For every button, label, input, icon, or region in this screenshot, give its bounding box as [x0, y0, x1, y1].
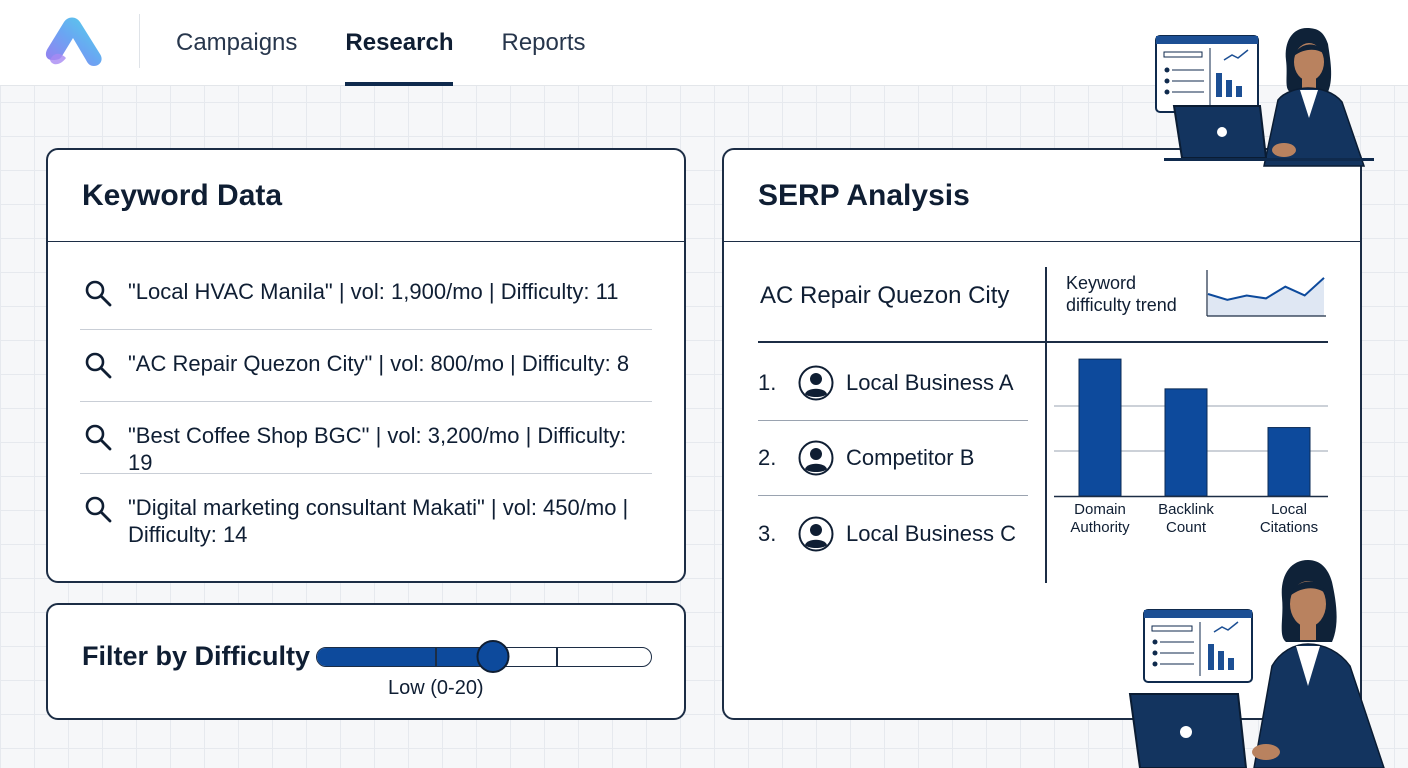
- serp-keyword: AC Repair Quezon City: [760, 282, 1010, 309]
- serp-result[interactable]: 2. Competitor B: [758, 421, 1028, 496]
- serp-vertical-divider: [1045, 267, 1047, 583]
- keyword-data-title: Keyword Data: [48, 150, 684, 242]
- serp-result-name: Local Business C: [846, 520, 1016, 546]
- serp-rank: 3.: [758, 520, 777, 546]
- bar-category-label: Backlink: [1158, 501, 1214, 518]
- bar: [1078, 358, 1122, 497]
- serp-result-name: Competitor B: [846, 445, 975, 470]
- logo-divider: [139, 14, 140, 68]
- keyword-row[interactable]: "AC Repair Quezon City" | vol: 800/mo | …: [80, 330, 652, 402]
- search-icon: [85, 424, 112, 451]
- trend-line: [1207, 277, 1325, 301]
- analyst-illustration-top: [1155, 28, 1374, 167]
- keyword-row-text: "AC Repair Quezon City" | vol: 800/mo | …: [128, 351, 630, 376]
- serp-rank: 1.: [758, 370, 777, 395]
- bar-category-label: Domain: [1074, 501, 1126, 518]
- user-avatar-icon: [798, 440, 834, 476]
- search-icon: [85, 352, 112, 379]
- tab-reports[interactable]: Reports: [501, 29, 586, 56]
- bar-category-label: Citations: [1260, 519, 1318, 536]
- app-logo[interactable]: [44, 14, 106, 70]
- filter-card: Filter by Difficulty Low (0-20): [46, 603, 686, 720]
- slider-tick: [435, 648, 437, 666]
- filter-title: Filter by Difficulty: [82, 641, 311, 671]
- trend-label: Keyword difficulty trend: [1066, 272, 1177, 316]
- serp-result-name: Local Business A: [846, 370, 1014, 395]
- slider-tick: [556, 648, 558, 666]
- keyword-row[interactable]: "Best Coffee Shop BGC" | vol: 3,200/mo |…: [80, 402, 652, 475]
- analyst-illustration-bottom: [1128, 560, 1385, 768]
- difficulty-slider[interactable]: [316, 640, 652, 673]
- keyword-row[interactable]: "Digital marketing consultant Makati" | …: [80, 474, 652, 564]
- keyword-row-text: "Local HVAC Manila" | vol: 1,900/mo | Di…: [128, 279, 619, 304]
- trend-label-line: difficulty trend: [1066, 295, 1177, 315]
- bar-category-label: Authority: [1070, 519, 1130, 536]
- serp-results-list: 1. Local Business A 2. Competitor B 3. L…: [758, 346, 1028, 571]
- search-icon: [85, 496, 112, 523]
- serp-analysis-card: SERP Analysis AC Repair Quezon City Keyw…: [722, 148, 1362, 720]
- search-icon: [85, 280, 112, 307]
- tab-campaigns[interactable]: Campaigns: [176, 29, 298, 56]
- slider-thumb[interactable]: [476, 640, 510, 673]
- trend-label-line: Keyword: [1066, 273, 1137, 293]
- bar-category-label: Local: [1271, 501, 1307, 518]
- trend-area: [1208, 277, 1324, 316]
- bar-category-label: Count: [1166, 519, 1207, 536]
- serp-result[interactable]: 3. Local Business C: [758, 496, 1028, 571]
- keyword-row-text: "Digital marketing consultant Makati" | …: [128, 495, 629, 547]
- bar: [1267, 427, 1311, 497]
- keyword-data-card: Keyword Data "Local HVAC Manila" | vol: …: [46, 148, 686, 583]
- user-avatar-icon: [798, 516, 834, 551]
- difficulty-trend-chart: [1206, 270, 1326, 317]
- main-tabs: Campaigns Research Reports: [176, 0, 634, 86]
- serp-rank: 2.: [758, 445, 777, 470]
- serp-result[interactable]: 1. Local Business A: [758, 346, 1028, 421]
- keyword-row[interactable]: "Local HVAC Manila" | vol: 1,900/mo | Di…: [80, 258, 652, 330]
- slider-fill: [317, 648, 494, 666]
- serp-analysis-title: SERP Analysis: [724, 150, 1360, 242]
- keyword-list: "Local HVAC Manila" | vol: 1,900/mo | Di…: [80, 258, 652, 564]
- slider-caption: Low (0-20): [388, 677, 484, 699]
- serp-horizontal-divider: [758, 341, 1328, 343]
- user-avatar-icon: [798, 365, 834, 401]
- bar: [1164, 388, 1208, 497]
- keyword-row-text: "Best Coffee Shop BGC" | vol: 3,200/mo |…: [128, 423, 627, 475]
- tab-research[interactable]: Research: [345, 0, 454, 86]
